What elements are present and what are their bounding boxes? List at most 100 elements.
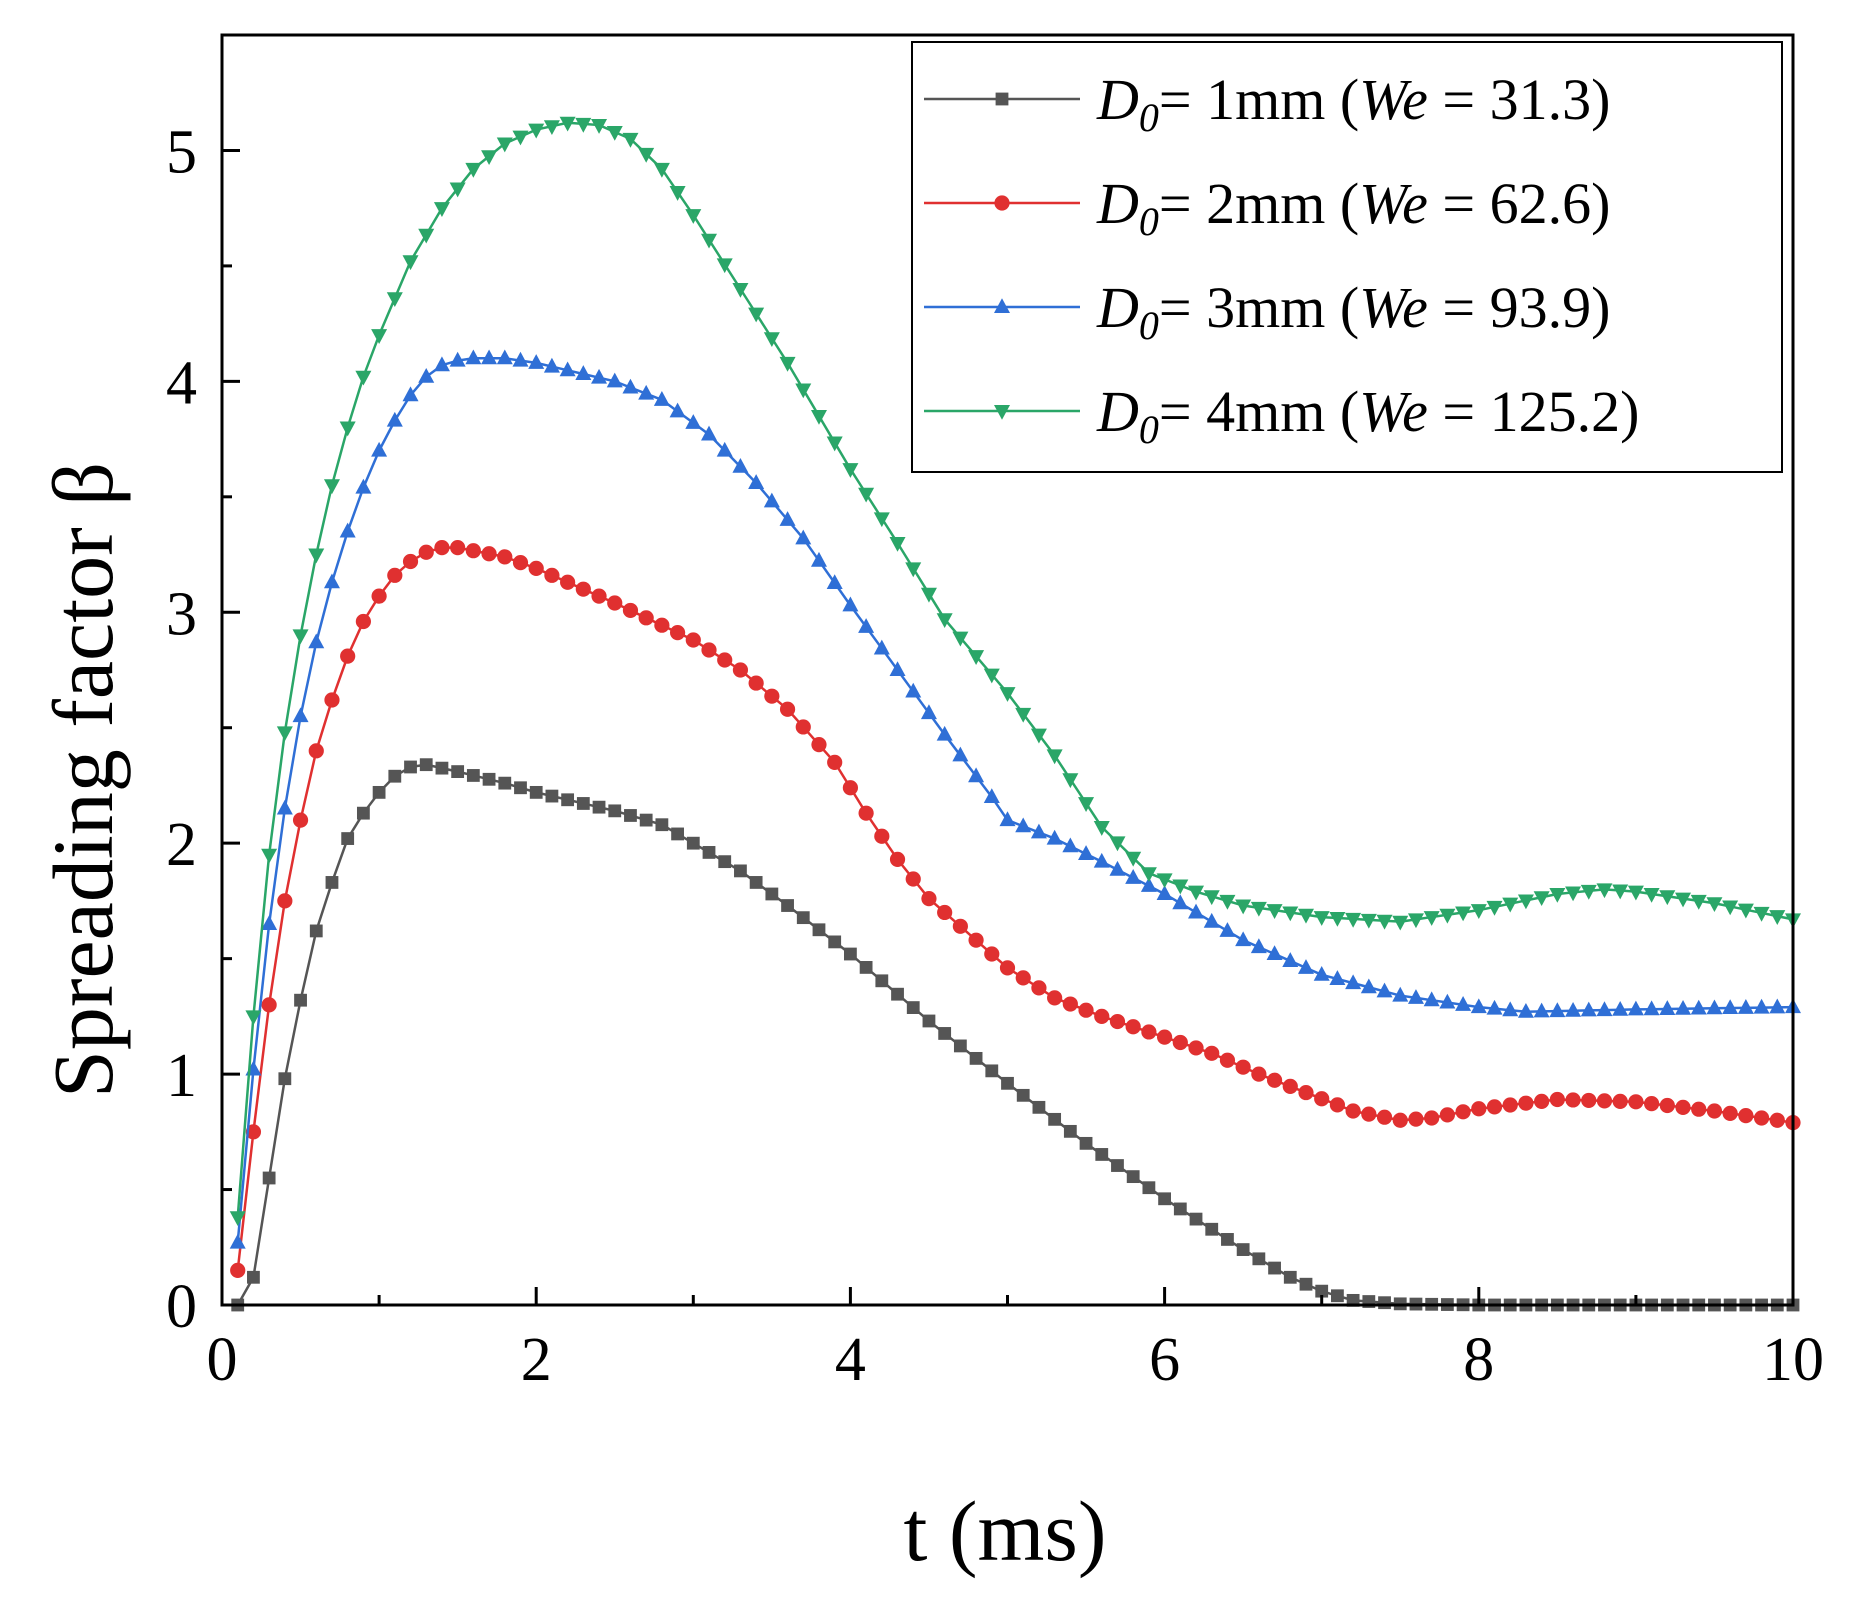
data-point — [1282, 1078, 1298, 1095]
data-point — [765, 887, 779, 901]
data-point — [245, 1124, 262, 1140]
data-point — [1313, 966, 1330, 981]
data-point — [968, 767, 985, 783]
data-point — [764, 688, 780, 704]
data-point — [875, 974, 889, 988]
data-point — [434, 540, 450, 556]
data-point — [905, 682, 922, 698]
data-point — [1111, 1159, 1124, 1172]
data-point — [622, 132, 639, 148]
data-point — [1141, 1024, 1157, 1040]
legend-entry: D0= 3mm (We = 93.9) — [924, 275, 1610, 348]
data-point — [1314, 1091, 1330, 1107]
data-point — [826, 436, 843, 452]
data-point — [356, 806, 370, 820]
data-point — [1189, 1212, 1203, 1226]
data-point — [371, 441, 388, 457]
data-point — [1298, 1084, 1314, 1101]
data-point — [1502, 1001, 1519, 1017]
data-point — [812, 923, 826, 937]
data-point — [543, 120, 560, 136]
data-point — [999, 811, 1016, 827]
data-point — [386, 411, 403, 427]
data-point — [1203, 890, 1220, 906]
data-point — [229, 1233, 246, 1249]
data-point — [1659, 1097, 1675, 1114]
data-point — [559, 116, 576, 132]
data-point — [1659, 890, 1676, 906]
data-point — [1094, 1008, 1110, 1024]
data-point — [1345, 1103, 1361, 1119]
data-point — [889, 851, 906, 867]
data-point — [686, 836, 700, 850]
data-point — [1376, 982, 1393, 998]
data-point — [575, 581, 591, 597]
data-point — [1580, 884, 1597, 900]
data-point — [1063, 1124, 1077, 1138]
data-point — [339, 522, 356, 538]
data-point — [1016, 1088, 1030, 1102]
data-point — [701, 642, 717, 658]
data-point — [512, 130, 529, 146]
data-point — [1361, 1106, 1377, 1122]
data-point — [985, 1064, 999, 1078]
data-point — [1078, 1002, 1094, 1018]
data-point — [1297, 908, 1314, 924]
data-point — [781, 899, 794, 912]
data-point — [1471, 1101, 1487, 1117]
data-point — [498, 776, 512, 790]
data-point — [607, 595, 623, 611]
axis-layer: 0 2 4 6 8 10 0 1 2 3 4 5 — [166, 33, 1824, 1394]
data-point — [1675, 999, 1692, 1015]
data-point — [1126, 1170, 1140, 1184]
data-point — [1313, 911, 1330, 926]
data-point — [1235, 899, 1252, 915]
data-point — [1329, 911, 1346, 927]
data-point — [1581, 1092, 1597, 1109]
data-point — [1706, 897, 1723, 913]
data-point — [795, 719, 811, 735]
data-point — [435, 761, 449, 775]
data-point — [1329, 970, 1346, 985]
data-point — [749, 876, 763, 889]
data-point — [386, 292, 403, 308]
data-point — [261, 997, 277, 1013]
data-point — [1565, 1092, 1581, 1108]
data-point — [481, 150, 498, 166]
data-point — [920, 587, 937, 603]
data-point — [669, 624, 686, 641]
data-point — [669, 186, 686, 201]
data-point — [1486, 999, 1503, 1015]
data-point — [543, 357, 560, 373]
data-point — [889, 661, 906, 676]
data-point — [433, 202, 450, 217]
data-point — [1360, 978, 1377, 994]
data-point — [1109, 836, 1126, 852]
data-point — [1250, 938, 1267, 954]
data-point — [1439, 1107, 1455, 1123]
legend: D0= 1mm (We = 31.3) D0= 2mm (We = 62.6) D0… — [911, 41, 1783, 473]
data-point — [419, 758, 433, 772]
x-tick-label: 8 — [1463, 1326, 1494, 1394]
data-point — [341, 832, 355, 845]
data-point — [1297, 959, 1314, 974]
data-point — [905, 562, 922, 578]
data-point — [671, 827, 684, 841]
data-point — [1315, 1284, 1329, 1298]
legend-label: D0= 4mm (We = 125.2) — [1096, 379, 1639, 452]
data-point — [496, 349, 513, 365]
data-point — [1549, 1091, 1565, 1108]
data-point — [1266, 945, 1283, 961]
data-point — [1690, 894, 1707, 910]
data-point — [1203, 912, 1220, 928]
y-tick-label: 4 — [166, 349, 197, 417]
series-line — [236, 546, 1794, 1271]
data-point — [1517, 894, 1534, 910]
data-point — [466, 769, 480, 782]
data-point — [388, 769, 402, 783]
data-point — [1015, 817, 1032, 833]
data-point — [937, 904, 953, 921]
data-point — [387, 567, 403, 583]
data-point — [638, 147, 655, 163]
data-point — [1048, 1112, 1062, 1126]
